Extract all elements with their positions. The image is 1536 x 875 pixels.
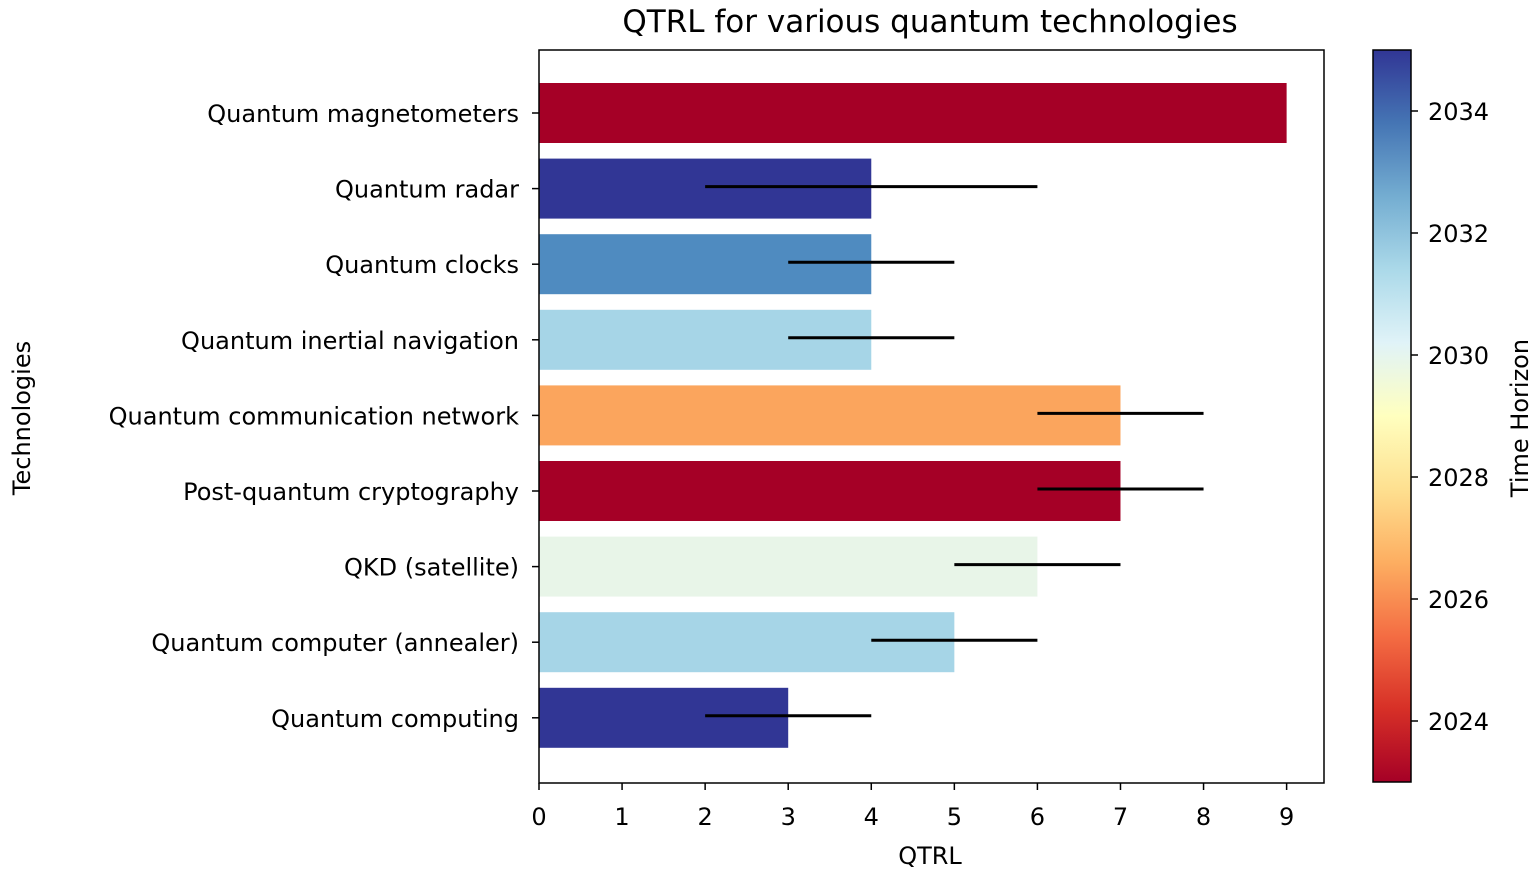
- bar: [539, 536, 1038, 597]
- bar: [539, 612, 955, 673]
- y-tick-label: Quantum clocks: [325, 251, 519, 279]
- x-tick-label: 7: [1113, 803, 1128, 831]
- x-tick-label: 1: [614, 803, 629, 831]
- bar: [539, 234, 872, 295]
- y-tick-label: Quantum radar: [335, 176, 519, 204]
- bar: [539, 83, 1287, 143]
- x-axis-label: QTRL: [898, 842, 962, 870]
- y-axis-label: Technologies: [8, 341, 36, 496]
- y-tick-label: Quantum computing: [271, 705, 519, 733]
- x-tick-label: 6: [1030, 803, 1045, 831]
- bar: [539, 385, 1121, 446]
- colorbar-tick-label: 2032: [1428, 220, 1489, 248]
- y-tick-label: Quantum inertial navigation: [181, 327, 519, 355]
- colorbar-tick-label: 2026: [1428, 586, 1489, 614]
- x-tick-label: 5: [947, 803, 962, 831]
- colorbar-tick-label: 2028: [1428, 464, 1489, 492]
- colorbar-tick-label: 2034: [1428, 98, 1489, 126]
- bar: [539, 687, 789, 748]
- x-tick-label: 3: [781, 803, 796, 831]
- chart-title: QTRL for various quantum technologies: [622, 4, 1237, 40]
- x-tick-label: 0: [531, 803, 546, 831]
- bar: [539, 461, 1121, 521]
- y-tick-label: Quantum computer (annealer): [151, 629, 519, 657]
- colorbar-tick-label: 2030: [1428, 342, 1489, 370]
- colorbar-label: Time Horizon: [1506, 339, 1534, 498]
- y-tick-label: Post-quantum cryptography: [183, 478, 519, 506]
- y-tick-label: Quantum magnetometers: [207, 100, 519, 128]
- y-tick-label: Quantum communication network: [109, 402, 519, 430]
- x-tick-label: 4: [864, 803, 879, 831]
- colorbar: [1372, 49, 1412, 783]
- y-tick-label: QKD (satellite): [344, 554, 519, 582]
- x-tick-label: 2: [697, 803, 712, 831]
- x-tick-label: 9: [1279, 803, 1294, 831]
- bar: [539, 158, 872, 219]
- colorbar-tick-label: 2024: [1428, 708, 1489, 736]
- plot-frame: [538, 49, 1325, 784]
- bar: [539, 309, 872, 370]
- x-tick-label: 8: [1196, 803, 1211, 831]
